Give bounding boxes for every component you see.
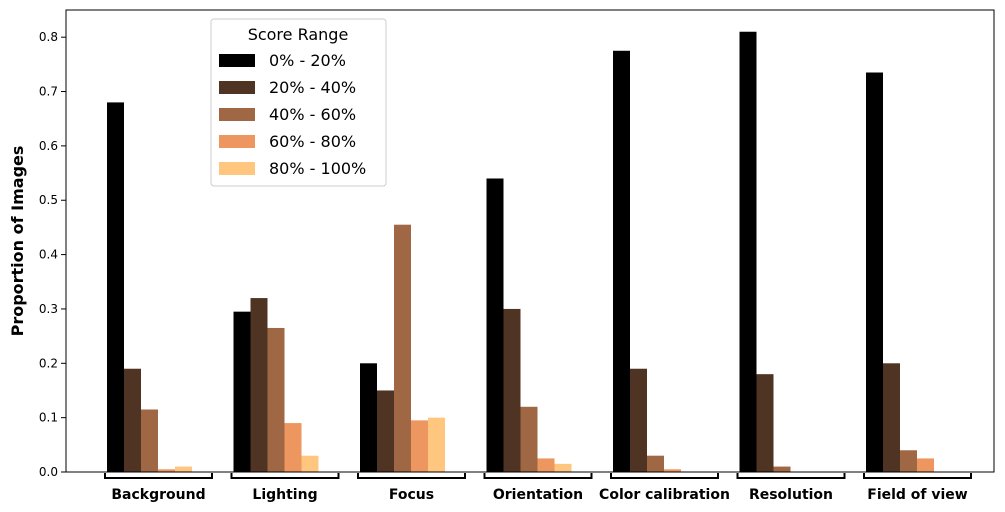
y-tick-label: 0.1 — [39, 411, 58, 425]
bar-color-calibration-series-2 — [630, 368, 647, 472]
legend-swatch — [219, 108, 255, 121]
legend-label: 80% - 100% — [269, 159, 366, 178]
bar-resolution-series-3 — [773, 466, 791, 472]
bar-color-calibration-series-4 — [664, 469, 681, 472]
legend-label: 20% - 40% — [269, 78, 356, 97]
bar-background-series-3 — [141, 409, 158, 472]
bar-focus-series-3 — [394, 224, 411, 472]
legend: Score Range 0% - 20% 20% - 40% 40% - 60% 60… — [210, 18, 387, 187]
bar-field-of-view-series-3 — [900, 450, 917, 472]
y-tick-label: 0.7 — [39, 85, 58, 99]
y-tick-label: 0.6 — [39, 139, 58, 153]
y-tick-label: 0.5 — [39, 193, 58, 207]
category-label: Orientation — [493, 487, 583, 503]
bar-color-calibration-series-1 — [613, 50, 630, 472]
bar-resolution-series-1 — [739, 31, 757, 472]
bar-orientation-series-1 — [486, 178, 504, 472]
category-label: Color calibration — [599, 487, 730, 503]
bar-background-series-4 — [158, 469, 175, 472]
bar-color-calibration-series-3 — [647, 455, 664, 472]
category-bracket — [863, 473, 972, 479]
y-tick-label: 0.0 — [39, 465, 58, 479]
bar-background-series-5 — [175, 466, 192, 472]
y-axis-label: Proportion of Images — [8, 146, 27, 337]
legend-swatch — [219, 54, 255, 67]
legend-title: Score Range — [248, 25, 349, 44]
category-label: Focus — [389, 487, 434, 503]
category-bracket — [610, 473, 719, 479]
category-label: Background — [111, 487, 205, 503]
bar-lighting-series-3 — [267, 327, 285, 472]
category-bracket — [736, 473, 846, 479]
bar-lighting-series-4 — [284, 423, 302, 472]
category-bracket — [104, 473, 213, 479]
plot-frame — [65, 9, 995, 473]
legend-label: 0% - 20% — [269, 51, 346, 70]
category-bracket — [230, 473, 340, 479]
category-bracket — [483, 473, 593, 479]
bar-orientation-series-2 — [503, 308, 521, 472]
bar-orientation-series-5 — [554, 463, 572, 472]
legend-swatch — [219, 135, 255, 148]
bar-lighting-series-1 — [233, 311, 251, 472]
category-label: Field of view — [867, 487, 968, 503]
bar-focus-series-4 — [411, 420, 428, 472]
bar-lighting-series-2 — [250, 298, 268, 472]
bar-orientation-series-4 — [537, 458, 555, 472]
bar-lighting-series-5 — [301, 455, 319, 472]
legend-label: 40% - 60% — [269, 105, 356, 124]
legend-swatch — [219, 162, 255, 175]
legend-label: 60% - 80% — [269, 132, 356, 151]
y-tick-label: 0.4 — [39, 248, 58, 262]
category-label: Resolution — [749, 487, 833, 503]
bar-orientation-series-3 — [520, 406, 538, 472]
bar-focus-series-5 — [428, 417, 445, 472]
bar-field-of-view-series-2 — [883, 363, 900, 472]
y-tick-label: 0.8 — [39, 30, 58, 44]
bar-field-of-view-series-1 — [866, 72, 883, 472]
legend-swatch — [219, 81, 255, 94]
category-bracket — [357, 473, 466, 479]
bar-focus-series-1 — [360, 363, 377, 472]
bar-background-series-2 — [124, 368, 141, 472]
bar-focus-series-2 — [377, 390, 394, 472]
y-tick-label: 0.2 — [39, 356, 58, 370]
category-label: Lighting — [252, 487, 317, 503]
y-tick-label: 0.3 — [39, 302, 58, 316]
bar-background-series-1 — [107, 102, 124, 473]
bar-field-of-view-series-4 — [917, 458, 934, 472]
bar-resolution-series-2 — [756, 374, 774, 472]
